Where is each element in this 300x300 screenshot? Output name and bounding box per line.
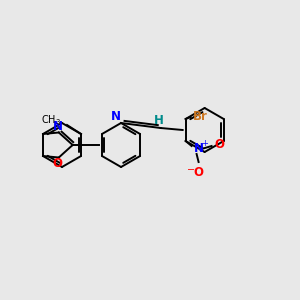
Text: −: −: [187, 165, 195, 175]
Text: O: O: [194, 167, 204, 179]
Text: N: N: [111, 110, 121, 124]
Text: +: +: [201, 139, 208, 148]
Text: N: N: [53, 120, 63, 133]
Text: N: N: [194, 142, 204, 155]
Text: Br: Br: [193, 110, 208, 124]
Text: CH$_3$: CH$_3$: [41, 113, 61, 127]
Text: O: O: [53, 157, 63, 170]
Text: O: O: [214, 137, 225, 151]
Text: H: H: [154, 113, 164, 127]
